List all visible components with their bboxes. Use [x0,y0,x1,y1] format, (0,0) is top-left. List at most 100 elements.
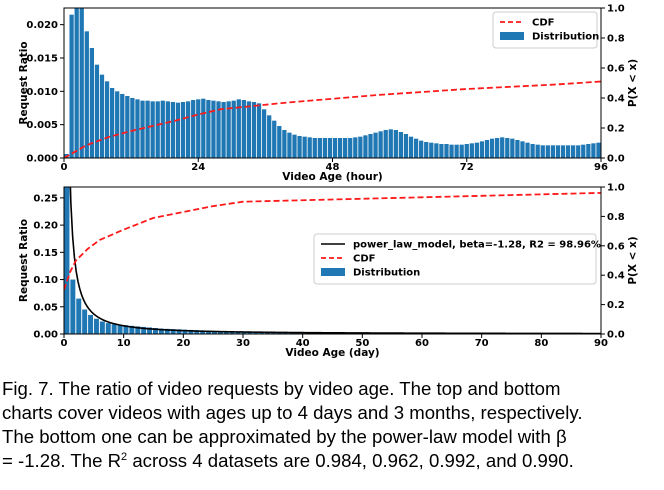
distribution-bar [484,140,490,158]
distribution-bar [378,131,383,158]
distribution-bar [287,132,292,158]
distribution-bar [540,145,545,158]
distribution-bar [586,144,591,158]
distribution-bar [348,138,353,158]
distribution-bar [332,138,338,158]
distribution-bar [479,141,485,158]
distribution-bar [256,103,262,158]
distribution-bar [282,130,287,158]
distribution-bar [403,134,409,158]
distribution-bar [469,143,474,158]
distribution-bar [253,332,259,334]
distribution-bar [576,145,581,158]
distribution-bar [110,88,115,158]
distribution-bar [596,142,601,158]
distribution-bar [555,145,561,158]
y2-tick-label: 0.8 [607,212,625,223]
distribution-bar [525,142,530,158]
y-axis-label: Request Ratio [18,219,30,302]
distribution-bar [221,102,226,158]
distribution-bar [147,327,153,334]
distribution-bar [223,331,229,334]
distribution-bar [200,330,206,334]
distribution-bar [229,331,235,334]
distribution-bar [165,101,170,158]
legend-label: power_law_model, beta=-1.28, R2 = 98.96% [353,240,601,251]
y-tick-label: 0.020 [26,20,58,31]
y2-tick-label: 1.0 [607,4,625,15]
distribution-bar [158,328,164,334]
distribution-bar [591,143,596,158]
legend-label: CDF [353,254,375,265]
y2-tick-label: 1.0 [607,183,625,194]
plot-frame [63,186,602,335]
distribution-bar [141,326,147,334]
distribution-bar [276,332,282,334]
caption-line-2: charts cover videos with ages up to 4 da… [2,402,583,423]
distribution-bar [150,101,155,158]
distribution-bar [327,138,333,158]
figure-caption: Fig. 7. The ratio of video requests by v… [2,377,662,473]
distribution-bar [135,326,141,334]
distribution-bar [489,138,495,158]
y2-tick-label: 0.6 [607,241,625,252]
distribution-bar [70,279,76,334]
y2-tick-label: 0.0 [607,154,625,165]
distribution-bar [571,145,576,158]
y2-tick-label: 0.4 [607,271,625,282]
distribution-bar [439,144,444,158]
y2-tick-label: 0.4 [607,94,625,105]
cdf-line [64,191,601,291]
caption-superscript: 2 [121,450,128,463]
legend-label: Distribution [353,268,420,279]
distribution-bar [398,132,404,158]
distribution-bar [155,101,160,158]
distribution-bar [312,138,317,158]
distribution-bar [388,129,393,158]
distribution-bar [408,136,414,158]
distribution-bar [297,136,302,158]
distribution-bar [510,138,515,158]
distribution-bar [545,145,550,158]
distribution-bar [434,143,439,158]
distribution-bar [88,314,94,334]
distribution-bar [201,98,206,158]
distribution-bar [74,8,79,158]
distribution-bar [123,325,129,334]
legend-label: Distribution [532,32,599,43]
distribution-bar [368,134,373,158]
distribution-bar [241,332,247,334]
distribution-bar [520,141,525,158]
distribution-bar [84,31,89,158]
y-tick-label: 0.015 [26,54,58,65]
distribution-bar [449,144,454,158]
x-tick-label: 10 [117,338,131,349]
x-tick-label: 60 [415,338,429,349]
y-tick-label: 0.10 [33,275,58,286]
x-tick-label: 0 [61,338,68,349]
distribution-bar [105,323,111,334]
distribution-bar [104,81,110,158]
distribution-bar [236,99,241,158]
x-tick-label: 80 [534,338,548,349]
distribution-bar [191,100,196,158]
distribution-bar [140,100,145,158]
distribution-bar [99,74,105,158]
distribution-bar [206,100,211,158]
distribution-bar [152,328,158,334]
distribution-bar [454,144,459,158]
distribution-bar [261,109,267,158]
distribution-bar [251,102,257,158]
y-tick-label: 0.005 [26,120,58,131]
distribution-bar [120,94,125,158]
caption-line-3: The bottom one can be approximated by th… [2,426,567,447]
distribution-bar [130,98,135,158]
distribution-bar [135,99,140,158]
y-tick-label: 0.000 [26,154,58,165]
y2-axis-label: P(X < x) [627,236,639,284]
y-tick-label: 0.010 [26,87,58,98]
distribution-bar [353,137,358,158]
distribution-bar [267,115,272,158]
distribution-bar [565,145,571,158]
distribution-bar [185,101,191,158]
